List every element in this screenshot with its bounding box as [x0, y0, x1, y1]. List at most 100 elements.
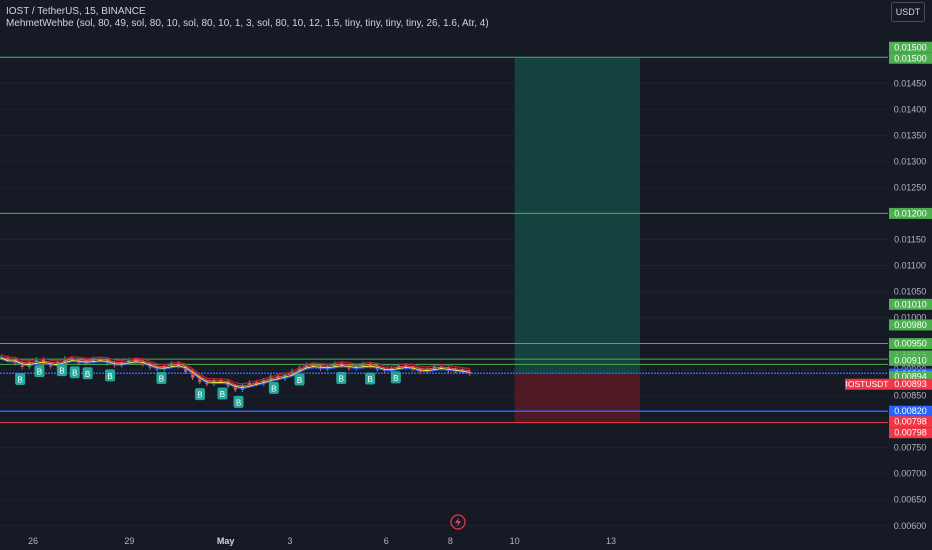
- indicator-legend[interactable]: MehmetWehbe (sol, 80, 49, sol, 80, 10, s…: [6, 18, 489, 29]
- buy-marker-label: B: [17, 375, 22, 384]
- candle-body: [404, 365, 408, 368]
- price-tag-label: 0.00910: [894, 355, 927, 365]
- buy-marker[interactable]: B: [217, 387, 228, 400]
- candle-body: [169, 363, 173, 366]
- x-tick-label: 13: [606, 536, 616, 546]
- buy-marker-label: B: [393, 374, 398, 383]
- buy-marker[interactable]: B: [268, 381, 279, 394]
- symbol-tag-label: IOSTUSDT: [846, 379, 889, 389]
- price-tag[interactable]: [889, 52, 932, 64]
- price-tag[interactable]: [889, 354, 932, 366]
- buy-marker[interactable]: B: [82, 367, 93, 380]
- buy-marker[interactable]: B: [56, 364, 67, 377]
- buy-marker-label: B: [339, 374, 344, 383]
- y-tick-label: 0.01300: [894, 156, 927, 166]
- candle-body: [134, 359, 138, 362]
- price-tag[interactable]: [889, 207, 932, 219]
- price-tag-label: 0.00980: [894, 320, 927, 330]
- buy-marker-box: [82, 367, 93, 380]
- buy-marker-label: B: [72, 369, 77, 378]
- buy-marker[interactable]: B: [336, 371, 347, 384]
- price-tag[interactable]: [889, 41, 932, 53]
- y-tick-label: 0.00850: [894, 391, 927, 401]
- buy-marker[interactable]: B: [194, 388, 205, 401]
- buy-marker-box: [268, 381, 279, 394]
- candle-body: [191, 371, 195, 378]
- loss-zone[interactable]: [514, 373, 640, 423]
- price-tag[interactable]: [889, 371, 932, 383]
- price-tag-label: 0.01200: [894, 208, 927, 218]
- chart-title: IOST / TetherUS, 15, BINANCE: [6, 6, 146, 17]
- candle-body: [212, 380, 216, 385]
- y-tick-label: 0.01000: [894, 313, 927, 323]
- price-tag-label: 0.00798: [894, 428, 927, 438]
- candle-body: [42, 359, 46, 365]
- profit-zone[interactable]: [514, 57, 640, 374]
- buy-marker[interactable]: B: [365, 372, 376, 385]
- price-tag[interactable]: [889, 319, 932, 331]
- y-tick-label: 0.01250: [894, 182, 927, 192]
- symbol-tag[interactable]: [845, 378, 889, 390]
- currency-button[interactable]: USDT: [891, 2, 925, 22]
- buy-marker-box: [34, 365, 45, 378]
- price-tag[interactable]: [889, 405, 932, 417]
- buy-marker-box: [69, 366, 80, 379]
- price-tag-label: 0.00950: [894, 339, 927, 349]
- buy-marker-label: B: [85, 370, 90, 379]
- moving-average-line: [0, 353, 470, 385]
- candle-body: [390, 368, 394, 371]
- lightning-icon-ring: [450, 514, 466, 530]
- buy-marker[interactable]: B: [156, 371, 167, 384]
- buy-marker-label: B: [197, 391, 202, 400]
- buy-marker[interactable]: B: [294, 373, 305, 386]
- price-tag[interactable]: [889, 298, 932, 310]
- y-tick-label: 0.01400: [894, 104, 927, 114]
- x-tick-label: 10: [510, 536, 520, 546]
- buy-marker-box: [294, 373, 305, 386]
- x-tick-label: 26: [28, 536, 38, 546]
- buy-marker[interactable]: B: [105, 369, 116, 382]
- x-tick-label: 3: [287, 536, 292, 546]
- x-tick-label: 8: [448, 536, 453, 546]
- candle-body: [34, 359, 38, 362]
- buy-marker-label: B: [367, 375, 372, 384]
- buy-marker[interactable]: B: [69, 366, 80, 379]
- price-tag-label: 0.00894: [894, 372, 927, 382]
- buy-marker-label: B: [159, 374, 164, 383]
- moving-average-line: [0, 357, 470, 389]
- price-tag[interactable]: [889, 427, 932, 439]
- lightning-icon[interactable]: [450, 514, 466, 530]
- price-tag-label: 0.01500: [894, 42, 927, 52]
- price-tag-label: 0.00820: [894, 406, 927, 416]
- buy-marker[interactable]: B: [390, 371, 401, 384]
- candle-body: [297, 367, 301, 371]
- buy-marker[interactable]: B: [233, 395, 244, 408]
- price-tag-label: 0.01010: [894, 299, 927, 309]
- candle-body: [248, 382, 252, 386]
- moving-average-line: [0, 356, 470, 387]
- price-tag-label: 0.01500: [894, 53, 927, 63]
- buy-marker-box: [156, 371, 167, 384]
- x-tick-label: May: [217, 536, 235, 546]
- candle-body: [49, 364, 53, 367]
- moving-average-line: [0, 358, 470, 390]
- candle-body: [198, 377, 202, 383]
- buy-marker-label: B: [297, 376, 302, 385]
- x-tick-label: 29: [124, 536, 134, 546]
- buy-marker-box: [105, 369, 116, 382]
- buy-marker[interactable]: B: [15, 372, 26, 385]
- y-tick-label: 0.01150: [894, 234, 926, 244]
- y-tick-label: 0.01100: [894, 260, 926, 270]
- x-tick-label: 6: [384, 536, 389, 546]
- price-tag[interactable]: [889, 416, 932, 428]
- buy-marker-box: [15, 372, 26, 385]
- price-tag-label: 0.00893: [894, 379, 927, 389]
- price-tag[interactable]: [889, 338, 932, 350]
- buy-marker-label: B: [271, 384, 276, 393]
- candle-body: [290, 370, 294, 375]
- price-tag[interactable]: [889, 378, 932, 390]
- candle-body: [233, 386, 237, 390]
- buy-marker[interactable]: B: [34, 365, 45, 378]
- candle-body: [56, 361, 60, 367]
